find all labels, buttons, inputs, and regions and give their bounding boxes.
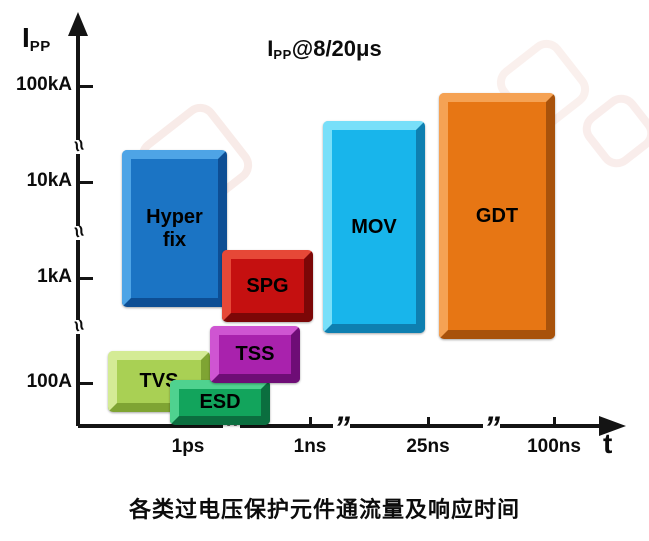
y-axis-line [76,334,80,426]
block-mov: MOV [323,121,425,333]
block-esd: ESD [170,380,270,425]
x-tick-label: 25ns [406,436,450,457]
x-tick-label: 1ps [171,436,205,457]
x-tick-label: 1ns [293,436,327,457]
block-gdt-label: GDT [475,204,519,227]
y-axis-break-mark: ≈ [66,137,91,155]
chart-title-symbol: I [267,36,274,61]
block-hyperfix: Hyper fix [122,150,227,307]
y-tick-label: 100kA [16,74,72,95]
x-tick [309,417,312,427]
x-tick [427,417,430,427]
y-tick [80,181,93,184]
x-axis-line [350,424,483,428]
y-axis-title: IPP [22,22,51,55]
y-axis-title-symbol: I [22,22,30,53]
chart-title-waveform: @8/20μs [291,36,382,61]
chart-title: IPP@8/20μs [0,36,649,62]
y-tick-label: 10kA [26,170,72,191]
y-tick-label: 1kA [37,266,72,287]
y-tick [80,85,93,88]
x-axis-break-mark: ” [484,410,500,446]
x-axis-line [78,424,223,428]
block-tvs-label: TVS [139,370,179,392]
caption: 各类过电压保护元件通流量及响应时间 [128,497,520,522]
block-spg-label: SPG [246,274,289,297]
y-axis-line [76,240,80,320]
y-tick-label: 100A [26,371,72,392]
y-tick [80,277,93,280]
block-tss: TSS [210,326,300,383]
y-axis-title-subscript: PP [29,38,51,55]
x-axis-arrow [599,416,626,436]
block-esd-label: ESD [199,391,241,413]
y-tick [80,382,93,385]
block-mov-label: MOV [351,215,397,238]
block-hyperfix-label: Hyper fix [146,205,203,251]
x-tick [553,417,556,427]
y-axis-arrow [68,12,88,36]
y-axis-line [76,154,80,226]
chart-title-subscript: PP [273,47,292,62]
x-axis-break-mark: ” [334,410,350,446]
block-gdt: GDT [439,93,555,339]
y-axis-break-mark: ≈ [66,223,91,241]
y-axis-break-mark: ≈ [66,317,91,335]
y-axis-line [76,30,80,140]
block-spg: SPG [222,250,313,322]
x-tick-label: 100ns [527,436,581,457]
x-axis-title: t [603,428,613,459]
x-axis-line [240,424,333,428]
x-axis-line [500,424,604,428]
block-tss-label: TSS [235,343,275,365]
